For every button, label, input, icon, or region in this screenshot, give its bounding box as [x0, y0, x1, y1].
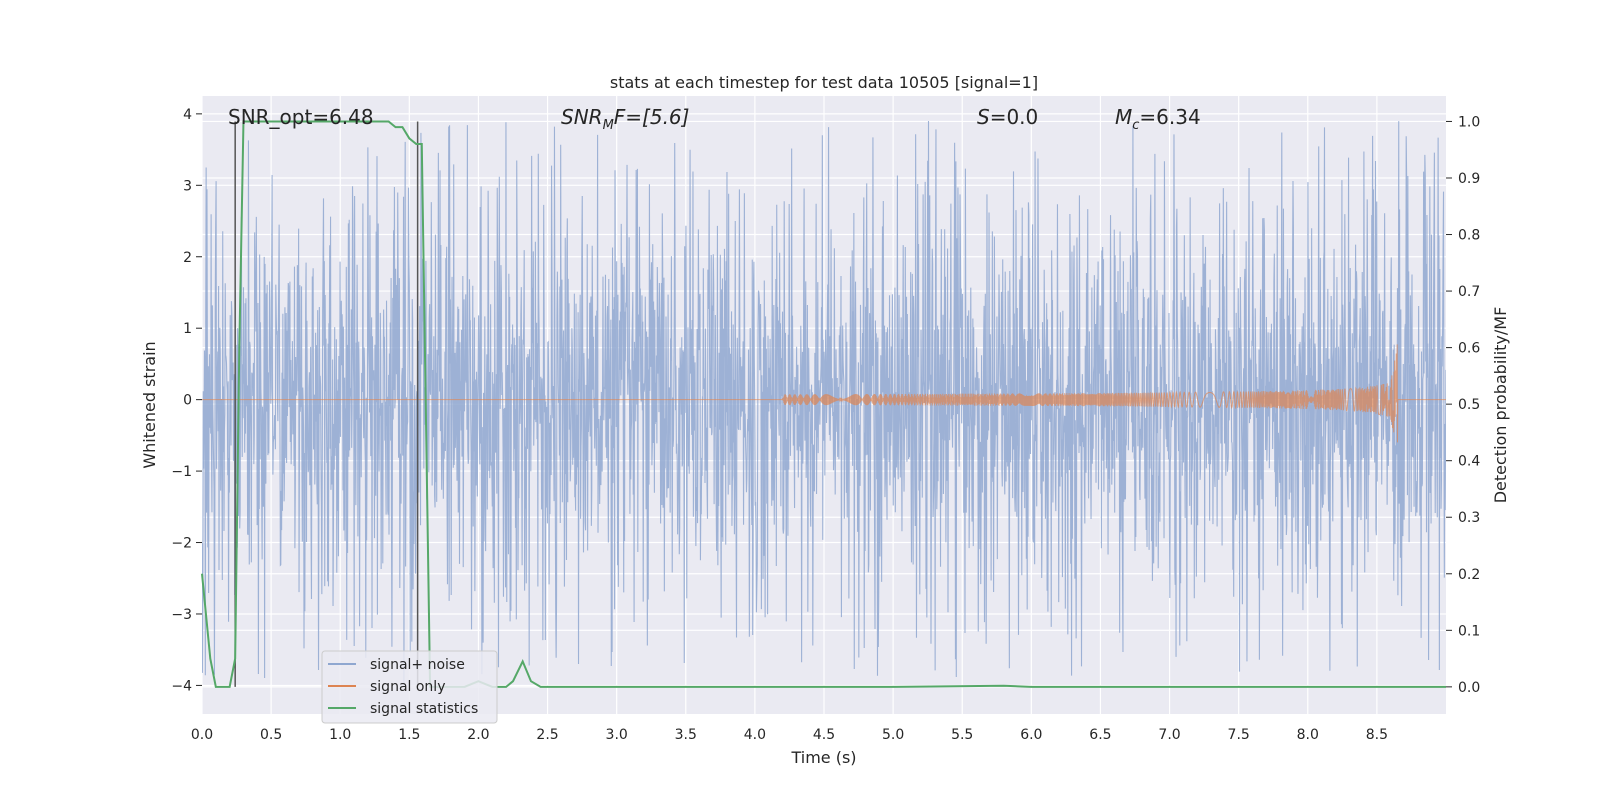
x-tick-label: 7.0	[1158, 727, 1180, 743]
y-tick-label: 0	[183, 393, 192, 409]
y2-tick-label: 0.2	[1458, 567, 1480, 583]
annotation-snr-mf-sub: M	[603, 118, 614, 133]
y-tick-label: −4	[171, 678, 192, 694]
legend-box	[321, 650, 498, 724]
annotation-mc-sub: c	[1132, 118, 1139, 133]
x-axis-label: Time (s)	[790, 748, 856, 767]
x-tick-label: 2.5	[536, 727, 558, 743]
annotation-snr-mf-suffix-f: F=[5.6]	[614, 105, 690, 129]
x-tick-label: 4.5	[813, 727, 835, 743]
x-tick-label: 7.5	[1228, 727, 1250, 743]
y-tick-label: −1	[171, 464, 192, 480]
y2-tick-label: 0.4	[1458, 454, 1480, 470]
y-axis-label: Whitened strain	[140, 341, 159, 468]
y-tick-label: −3	[171, 607, 192, 623]
x-tick-label: 0.0	[191, 727, 213, 743]
x-tick-label: 3.0	[606, 727, 628, 743]
legend: signal+ noise signal only signal statist…	[321, 650, 498, 724]
annotation-mc-suffix: =6.34	[1139, 105, 1200, 129]
y2-tick-label: 1.0	[1458, 114, 1480, 130]
annotation-snr-mf-base: SNR	[561, 105, 603, 129]
x-tick-label: 5.5	[951, 727, 973, 743]
annotation-snr-opt: SNR_opt=6.48	[228, 105, 374, 129]
y-tick-label: 1	[183, 321, 192, 337]
series-signal-noise	[202, 121, 1446, 686]
legend-label-signal-only: signal only	[370, 679, 445, 695]
annotation-mc: Mc=6.34	[1115, 105, 1201, 133]
series-signal-only	[202, 344, 1446, 443]
x-tick-label: 6.5	[1089, 727, 1111, 743]
annotations: SNR_opt=6.48 SNRMF=[5.6] S=0.0 Mc=6.34	[228, 105, 1201, 133]
y2-tick-label: 0.5	[1458, 397, 1480, 413]
x-tick-label: 1.5	[398, 727, 420, 743]
x-tick-label: 0.5	[260, 727, 282, 743]
chart-title: stats at each timestep for test data 105…	[610, 73, 1038, 92]
y2-tick-label: 0.7	[1458, 284, 1480, 300]
x-tick-label: 6.0	[1020, 727, 1042, 743]
annotation-s-base: S	[977, 105, 990, 129]
legend-label-signal-statistics: signal statistics	[370, 701, 478, 717]
annotation-s: S=0.0	[977, 105, 1038, 129]
annotation-s-suffix: =0.0	[990, 105, 1039, 129]
y2-axis-label: Detection probability/MF	[1491, 307, 1510, 504]
x-tick-label: 8.0	[1297, 727, 1319, 743]
x-tick-label: 1.0	[329, 727, 351, 743]
y-tick-label: 4	[183, 107, 192, 123]
annotation-snr-mf: SNRMF=[5.6]	[561, 105, 689, 133]
annotation-mc-base: M	[1115, 105, 1132, 129]
x-tick-label: 5.0	[882, 727, 904, 743]
y-tick-label: −2	[171, 536, 192, 552]
x-tick-label: 3.5	[675, 727, 697, 743]
x-tick-label: 2.0	[467, 727, 489, 743]
axes-layer: 0.0 0.5 1.0 1.5 2.0 2.5 3.0 3.5 4.0 4.5 5.0 5.5 6.0 6…	[171, 107, 1480, 743]
y2-tick-label: 0.9	[1458, 171, 1480, 187]
series-layer	[202, 121, 1446, 686]
y2-tick-label: 0.3	[1458, 510, 1480, 526]
x-tick-label: 8.5	[1366, 727, 1388, 743]
y2-tick-label: 0.0	[1458, 680, 1480, 696]
y2-tick-label: 0.8	[1458, 228, 1480, 244]
legend-label-signal-noise: signal+ noise	[370, 657, 465, 673]
y2-tick-label: 0.1	[1458, 623, 1480, 639]
x-tick-label: 4.0	[744, 727, 766, 743]
y2-tick-label: 0.6	[1458, 341, 1480, 357]
y-tick-label: 3	[183, 178, 192, 194]
y-tick-label: 2	[183, 250, 192, 266]
